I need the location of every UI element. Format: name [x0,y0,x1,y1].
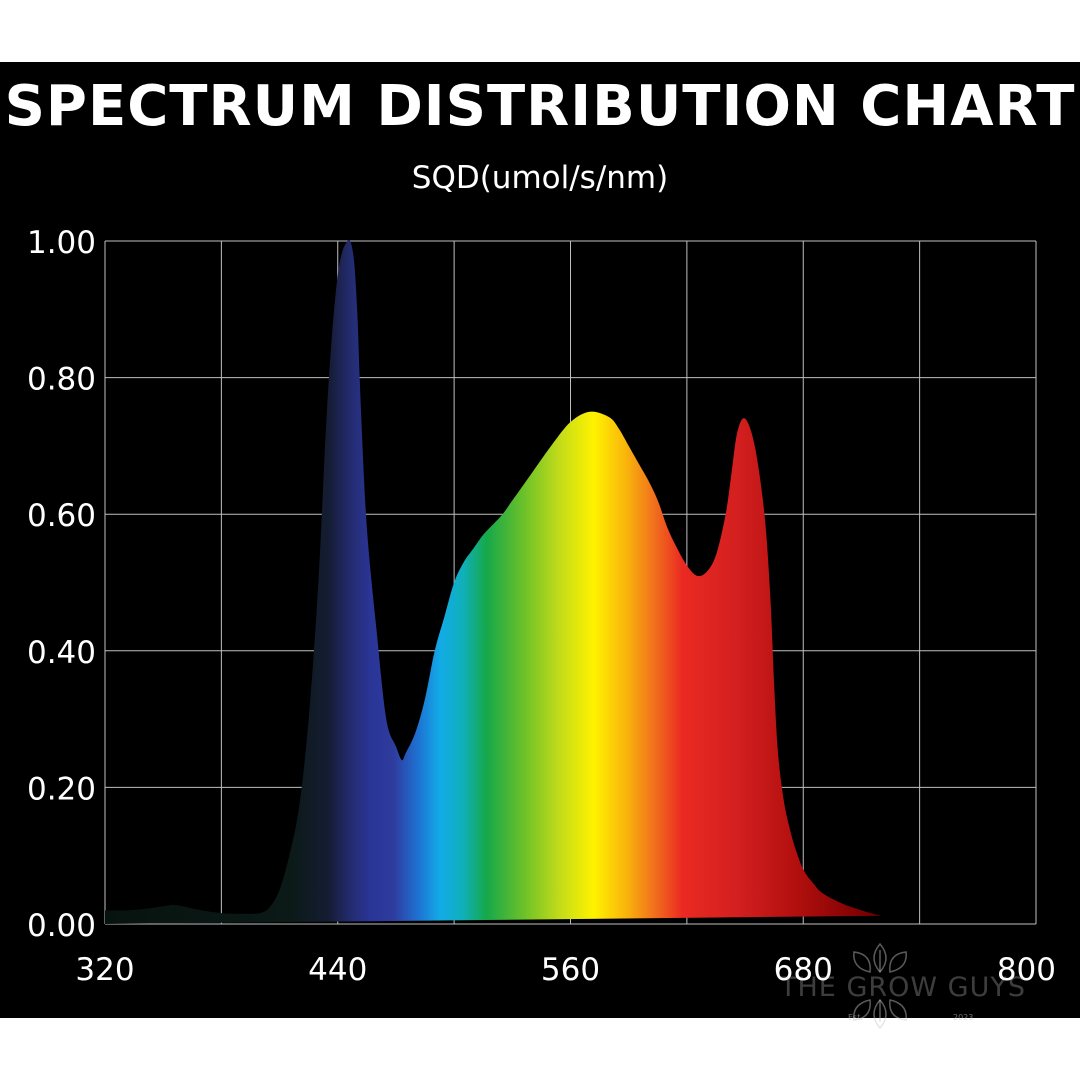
y-tick-label: 0.80 [27,362,96,398]
watermark-text: THE GROW GUYS [780,972,1026,1003]
y-tick-label: 1.00 [27,225,96,261]
watermark-year: 2023 [953,1013,974,1022]
y-tick-label: 0.00 [27,908,96,944]
x-tick-label: 320 [75,952,134,988]
y-tick-label: 0.40 [27,635,96,671]
x-tick-label: 560 [541,952,600,988]
x-tick-label: 440 [308,952,367,988]
spectrum-area [105,240,881,924]
y-tick-label: 0.20 [27,771,96,807]
y-axis-label: SQD(umol/s/nm) [411,160,669,196]
x-tick-label: 680 [774,952,833,988]
chart-title: SPECTRUM DISTRIBUTION CHART [4,74,1076,139]
y-tick-label: 0.60 [27,498,96,534]
x-tick-label: 800 [997,952,1056,988]
watermark-est: Est. [848,1013,863,1022]
